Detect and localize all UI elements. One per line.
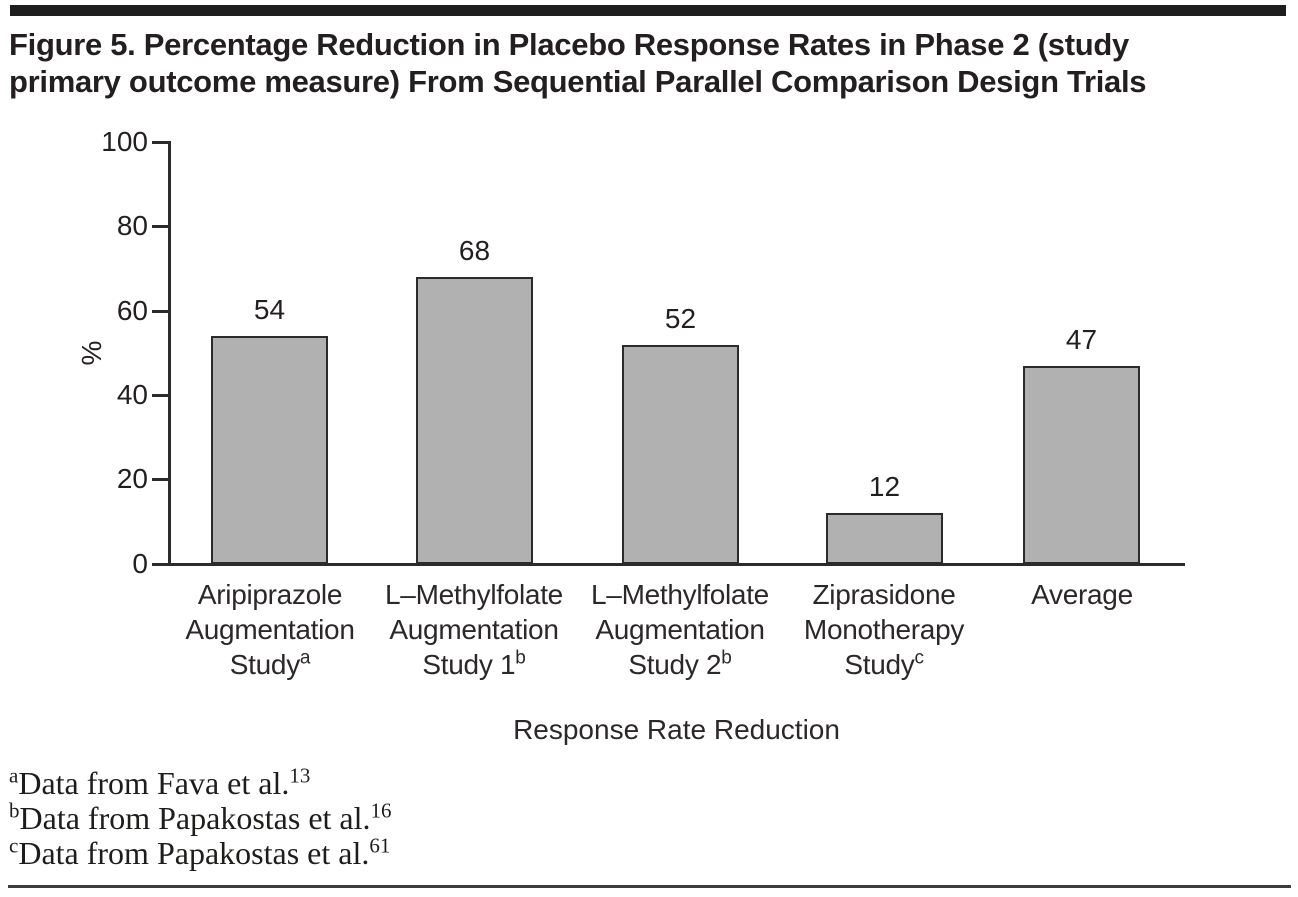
footnote-marker: a: [299, 647, 311, 669]
bar-value-label: 54: [253, 294, 286, 325]
footnote-marker: b: [515, 647, 526, 669]
y-axis-label: %: [76, 340, 107, 366]
footnote-ref: 61: [369, 833, 391, 858]
footnote-marker: c: [9, 833, 19, 858]
bar-group-aripiprazole: 54: [211, 141, 328, 564]
bottom-rule: [8, 885, 1291, 888]
category-label-ziprasidone: Ziprasidone Monotherapy Studyc: [803, 579, 965, 680]
bar: [211, 336, 328, 564]
footnote-marker: a: [9, 763, 19, 788]
bar-chart: % 100 80 60 40 20 0 54 68 52 12 47: [76, 126, 1185, 745]
footnote-ref: 16: [370, 798, 392, 823]
bar-group-lmethylfolate-2: 52: [622, 141, 739, 564]
y-tick-label-80: 80: [116, 210, 148, 241]
x-axis-title: Response Rate Reduction: [513, 714, 840, 745]
category-label-average: Average: [1031, 579, 1133, 610]
bar-group-ziprasidone: 12: [826, 141, 943, 564]
bar-group-lmethylfolate-1: 68: [416, 141, 533, 564]
figure-title-line-1: Figure 5. Percentage Reduction in Placeb…: [9, 27, 1129, 62]
category-label-aripiprazole: Aripiprazole Augmentation Studya: [185, 579, 355, 680]
y-axis-line: [168, 141, 171, 566]
figure-title-line-2: primary outcome measure) From Sequential…: [9, 64, 1147, 99]
figure-title: Figure 5. Percentage Reduction in Placeb…: [9, 26, 1297, 100]
y-tick-mark: [152, 141, 169, 144]
y-tick-label-20: 20: [116, 463, 148, 494]
y-tick-label-100: 100: [101, 126, 148, 157]
footnote-b: bData from Papakostas et al.16: [9, 798, 392, 836]
footnote-marker: b: [721, 647, 732, 669]
bar: [622, 345, 739, 564]
footnote-ref: 13: [289, 763, 311, 788]
y-tick-label-40: 40: [116, 379, 148, 410]
category-label-lmethylfolate-1: L–Methylfolate Augmentation Study 1b: [385, 579, 563, 680]
y-tick-label-0: 0: [132, 548, 148, 579]
footnote-a: aData from Fava et al.13: [9, 763, 311, 801]
bar-value-label: 47: [1065, 324, 1098, 355]
footnote-marker: c: [914, 647, 924, 669]
category-label-lmethylfolate-2: L–Methylfolate Augmentation Study 2b: [591, 579, 769, 680]
y-tick-mark: [152, 478, 169, 481]
y-tick-mark: [152, 310, 169, 313]
top-rule: [10, 5, 1286, 16]
bar: [826, 513, 943, 564]
y-tick-mark: [152, 225, 169, 228]
footnote-c: cData from Papakostas et al.61: [9, 833, 391, 871]
footnote-marker: b: [9, 798, 20, 823]
bar-group-average: 47: [1023, 141, 1140, 564]
x-axis-line: [168, 563, 1185, 566]
plot-area: 54 68 52 12 47: [169, 142, 1184, 565]
bar-value-label: 12: [868, 471, 901, 502]
bar: [416, 277, 533, 564]
y-tick-label-60: 60: [116, 295, 148, 326]
bar-value-label: 68: [458, 235, 491, 266]
bar: [1023, 366, 1140, 564]
footnotes: aData from Fava et al.13 bData from Papa…: [9, 763, 909, 871]
y-tick-mark: [152, 563, 169, 566]
bar-value-label: 52: [664, 303, 697, 334]
y-tick-mark: [152, 394, 169, 397]
